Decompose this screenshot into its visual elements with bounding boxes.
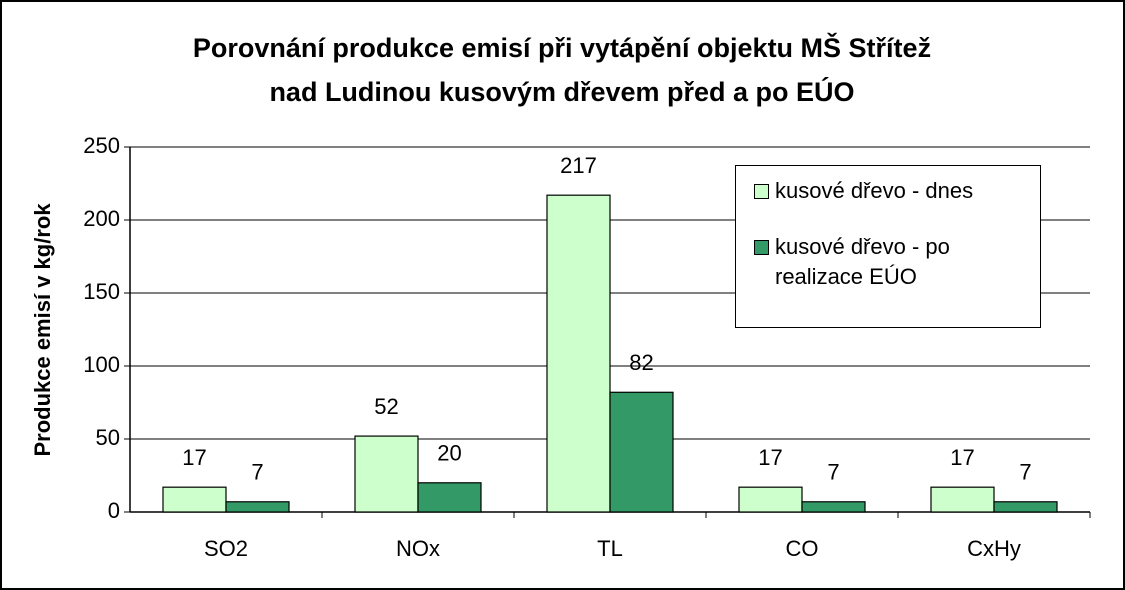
- x-tick-label: SO2: [204, 536, 248, 561]
- data-label: 217: [560, 153, 597, 178]
- y-tick-label: 100: [83, 352, 120, 377]
- bar: [546, 194, 611, 513]
- data-label: 7: [251, 460, 263, 485]
- bar: [354, 435, 419, 513]
- y-tick-label: 0: [108, 498, 120, 523]
- data-label: 20: [437, 441, 461, 466]
- bar: [993, 501, 1058, 513]
- y-tick-label: 50: [96, 425, 120, 450]
- data-label: 17: [758, 445, 782, 470]
- data-label: 7: [827, 460, 839, 485]
- legend-entry: kusové dřevo - po realizace EÚO: [754, 232, 1034, 292]
- bar: [417, 482, 482, 513]
- data-label: 17: [182, 445, 206, 470]
- legend: kusové dřevo - dnes kusové dřevo - po rea…: [735, 165, 1041, 328]
- data-label: 52: [374, 394, 398, 419]
- legend-label: kusové dřevo - dnes: [775, 178, 974, 203]
- y-tick-label: 250: [83, 133, 120, 158]
- y-tick-label: 150: [83, 279, 120, 304]
- bar: [225, 501, 290, 513]
- legend-entry: kusové dřevo - dnes: [754, 176, 1034, 206]
- x-tick-label: CxHy: [967, 536, 1021, 561]
- chart-title: Porovnání produkce emisí při vytápění ob…: [193, 32, 931, 63]
- legend-swatch: [754, 240, 769, 255]
- bar: [801, 501, 866, 513]
- y-axis-label: Produkce emisí v kg/rok: [30, 203, 55, 457]
- y-tick-label: 200: [83, 206, 120, 231]
- bar: [609, 391, 674, 513]
- data-label: 82: [629, 350, 653, 375]
- x-tick-label: TL: [597, 536, 623, 561]
- x-tick-label: CO: [786, 536, 819, 561]
- x-tick-label: NOx: [396, 536, 440, 561]
- bar: [930, 486, 995, 513]
- legend-label: kusové dřevo - po realizace EÚO: [775, 234, 950, 289]
- bar: [162, 486, 227, 513]
- bar: [738, 486, 803, 513]
- chart-title: nad Ludinou kusovým dřevem před a po EÚO: [269, 76, 854, 107]
- data-label: 17: [950, 445, 974, 470]
- data-label: 7: [1019, 460, 1031, 485]
- legend-swatch: [754, 184, 769, 199]
